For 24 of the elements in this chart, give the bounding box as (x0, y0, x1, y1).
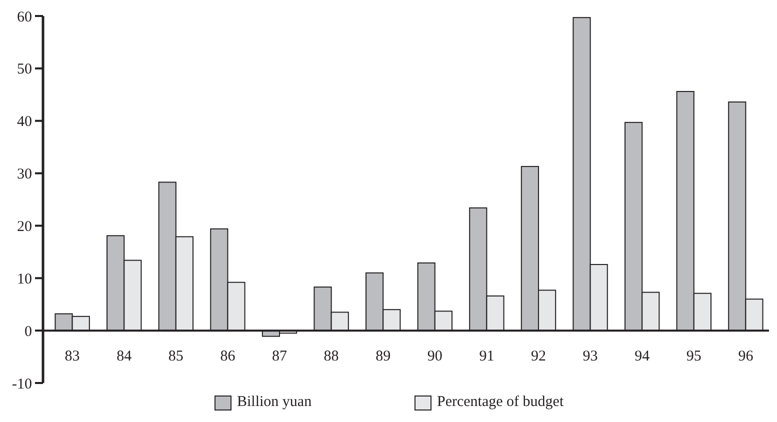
x-tick-label: 84 (116, 348, 132, 365)
y-tick-label: 0 (24, 324, 32, 340)
legend-label: Percentage of budget (437, 394, 564, 410)
y-tick-label: -10 (12, 376, 32, 392)
y-tick-label: 50 (17, 62, 32, 78)
y-tick-label: 10 (17, 271, 32, 288)
x-tick-label: 83 (64, 348, 80, 365)
x-tick-label: 87 (272, 348, 288, 365)
x-tick-label: 92 (530, 348, 546, 365)
x-tick-label: 86 (220, 348, 236, 365)
y-tick-label: 30 (17, 166, 32, 183)
x-tick-label: 90 (427, 348, 442, 365)
y-tick-label: 40 (17, 114, 32, 130)
x-tick-label: 93 (582, 348, 598, 365)
legend-label: Billion yuan (237, 394, 312, 410)
x-tick-label: 89 (376, 348, 391, 365)
x-tick-label: 95 (686, 348, 702, 365)
x-tick-label: 94 (634, 348, 650, 365)
y-tick-label: 60 (17, 9, 32, 26)
x-tick-label: 85 (168, 348, 184, 365)
x-tick-label: 88 (324, 348, 339, 365)
x-tick-label: 91 (479, 348, 494, 365)
x-tick-label: 96 (738, 348, 754, 365)
y-tick-label: 20 (17, 218, 32, 235)
